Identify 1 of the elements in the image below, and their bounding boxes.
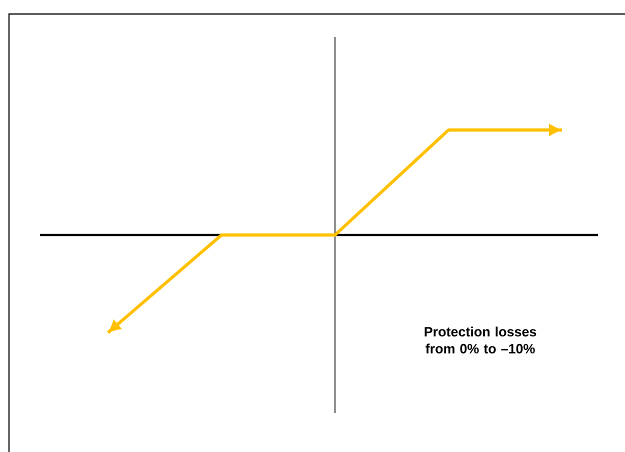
annotation: Protection losses from 0% to –10%: [424, 326, 536, 354]
